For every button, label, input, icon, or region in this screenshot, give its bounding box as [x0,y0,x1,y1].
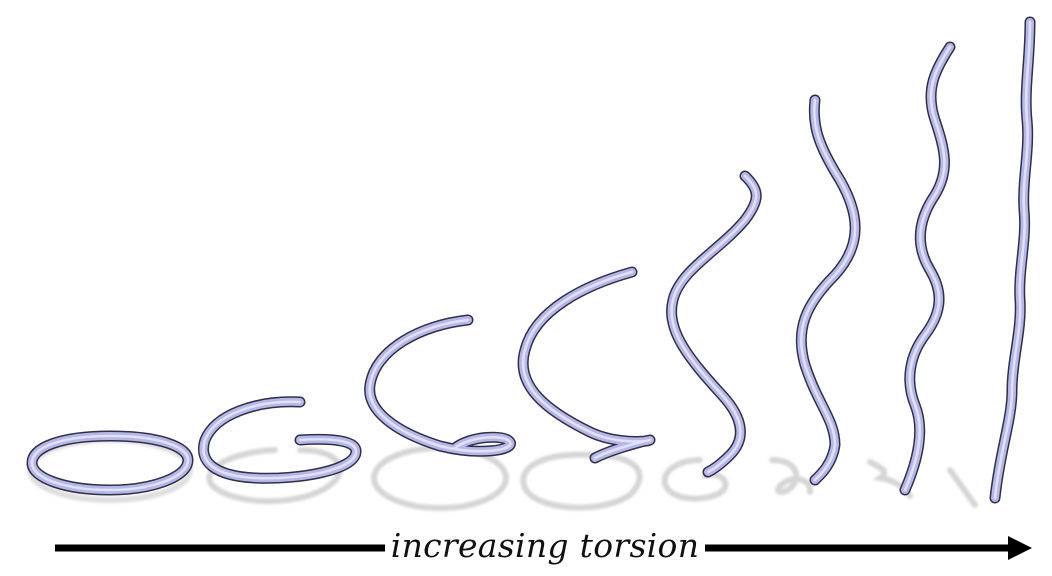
tube-outline [364,314,516,457]
helix-1 [26,430,194,496]
helix-3 [364,314,516,457]
tube-body [365,316,515,456]
helix-2 [198,396,362,484]
tube-highlight [670,174,758,474]
helix-8 [989,16,1036,504]
torsion-caption: increasing torsion [390,522,700,570]
arrow-head [1008,536,1032,560]
helix-group [26,16,1036,504]
tube-highlight [30,434,190,492]
tube-highlight [993,20,1032,500]
shadow-4 [520,451,643,511]
helix-5 [666,170,762,478]
tube-highlight [368,318,512,453]
shadow-6 [769,457,814,495]
tube-highlight [800,98,857,482]
shadow-3 [371,445,509,511]
shadow-8 [947,467,978,508]
tube-highlight [903,45,952,492]
helix-7 [899,41,956,496]
helix-6 [795,94,861,486]
tube-highlight [521,270,652,460]
helix-4 [517,266,656,464]
torsion-arrow [55,536,1032,560]
shadow-5 [661,457,729,502]
tube-highlight [202,400,358,480]
